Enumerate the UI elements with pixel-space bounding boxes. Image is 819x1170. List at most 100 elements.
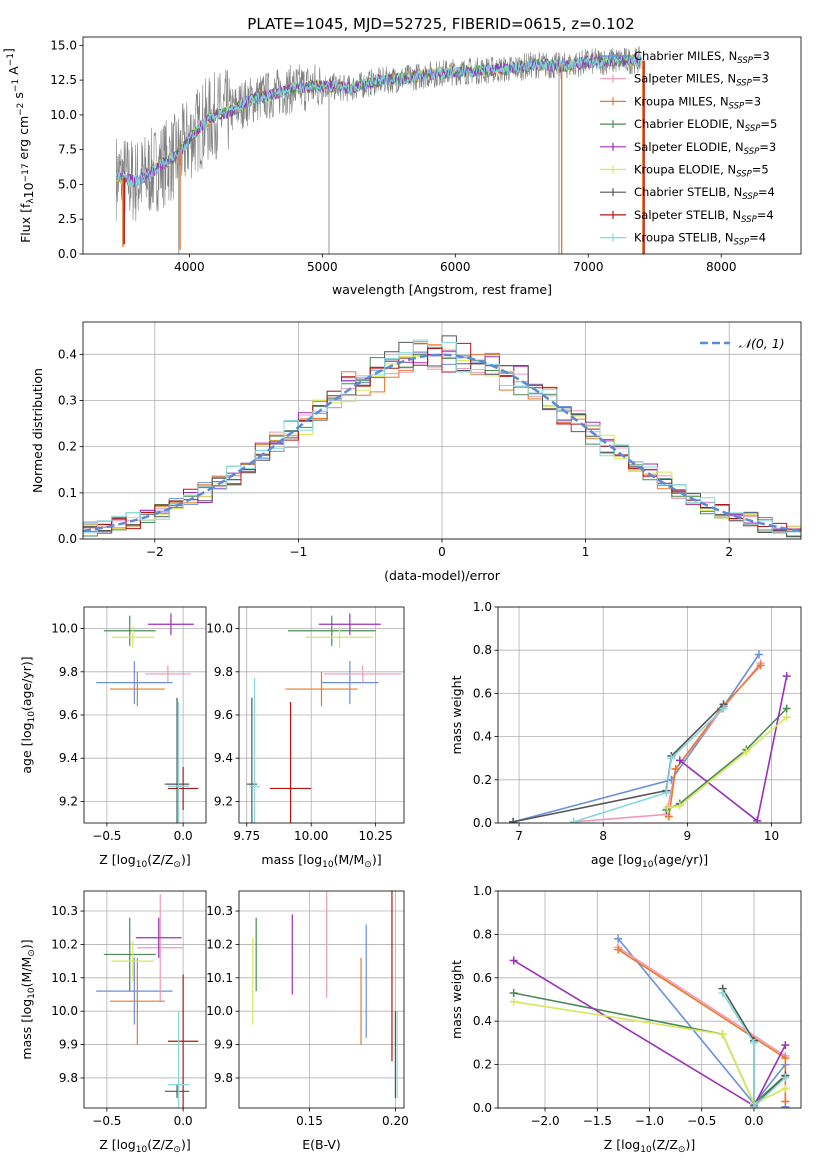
spectrum-ytick-label: 10.0 [50,108,77,122]
spectrum-ytick-label: 12.5 [50,73,77,87]
age-vs-z-xtick-label: 0.0 [174,829,193,843]
spectrum-legend: Chabrier MILES, NSSP=3 Salpeter MILES, NS… [600,49,777,248]
mass-vs-ebv-ytick-label: 10.2 [206,937,233,951]
mass-vs-z-ytick-label: 10.3 [51,904,78,918]
mass-vs-z-axes: −0.5 0.0 9.8 9.9 10.0 10.1 10.2 10.3 Z [log10(Z/… [19,890,207,1155]
residuals-plot-area [83,335,801,538]
weight-vs-age-ytick-label: 1.0 [473,600,492,614]
age-vs-mass-ytick-label: 9.2 [214,794,233,808]
age-vs-z-ylabel: age [log10(age/yr)] [19,656,37,773]
weight-vs-age-ytick-label: 0.8 [473,643,492,657]
mass-vs-z-ytick-label: 10.2 [51,937,78,951]
spectrum-xtick-label: 8000 [706,260,737,274]
residuals-ytick-label: 0.4 [58,347,77,361]
mass-weight-line [512,703,725,823]
mass-weight-marker [782,704,791,713]
residuals-xtick-label: −2 [146,545,164,559]
residuals-ytick-label: 0.3 [58,393,77,407]
mass-weight-marker [781,1041,790,1050]
weight-vs-age-plot-area [509,650,791,823]
mass-weight-line [512,654,760,823]
age-vs-mass-ytick-label: 9.6 [214,708,233,722]
mass-vs-z-frame [83,890,207,1109]
age-vs-mass-plot-area [246,613,402,823]
weight-vs-z-xtick-label: −1.0 [635,1114,664,1128]
spectrum-ytick-label: 7.5 [58,143,77,157]
mass-weight-marker [742,747,751,756]
legend-label: Chabrier ELODIE, NSSP=5 [634,117,777,134]
age-vs-mass-xtick-label: 10.00 [294,829,328,843]
age-vs-mass-ytick-label: 10.0 [206,622,233,636]
age-vs-z-ytick-label: 9.4 [59,751,78,765]
weight-vs-z-xlabel: Z [log10(Z/Z⊙)] [604,1137,695,1155]
spectrum-xtick-label: 5000 [307,260,338,274]
spectrum-xlabel: wavelength [Angstrom, rest frame] [332,282,552,297]
weight-vs-z-ytick-label: 0.4 [473,1014,492,1028]
weight-vs-z-ytick-label: 1.0 [473,884,492,898]
residuals-xtick-label: 1 [582,545,590,559]
spectrum-ytick-label: 5.0 [58,177,77,191]
mass-vs-z-grid [84,891,206,1108]
mass-vs-ebv-ytick-label: 9.9 [214,1038,233,1052]
mass-vs-z-ytick-label: 10.1 [51,971,78,985]
legend-label: 𝒩(0, 1) [739,336,785,351]
mass-vs-z-xlabel: Z [log10(Z/Z⊙)] [99,1137,190,1155]
weight-vs-z-axes: −2.0 −1.5 −1.0 −0.5 0.0 0.0 0.2 0.4 0.6 0.8 1.0 Z [… [449,884,802,1155]
mass-weight-marker [662,788,671,797]
mass-weight-marker [749,1102,758,1108]
spectrum-plot-area [115,46,645,254]
mass-weight-line [668,664,762,817]
age-vs-z-xtick-label: −0.5 [92,829,121,843]
weight-vs-z-xtick-label: −1.5 [583,1114,612,1128]
mass-weight-marker [509,817,518,823]
spectrum-data-line [115,46,642,222]
weight-vs-age-ylabel: mass weight [449,675,464,754]
weight-vs-age-xtick-label: 8 [599,829,607,843]
spectrum-ylabel: Flux [fλ10−17 erg cm−2 s−1 A−1] [1,48,36,243]
age-vs-z-ytick-label: 10.0 [51,622,78,636]
mass-weight-line [665,707,788,811]
age-vs-z-grid [84,607,206,823]
mass-weight-marker [781,1073,790,1082]
mass-weight-line [667,716,788,809]
gaussian-reference-curve [83,353,801,533]
residuals-ytick-label: 0.1 [58,486,77,500]
mass-weight-marker [749,1038,758,1047]
weight-vs-z-frame [497,890,802,1109]
mass-weight-marker [614,945,623,954]
mass-weight-marker [781,1054,790,1063]
weight-vs-z-ylabel: mass weight [449,960,464,1039]
mass-vs-z-xtick-label: −0.5 [92,1114,121,1128]
age-vs-z-ytick-label: 9.6 [59,708,78,722]
residuals-frame [82,321,802,540]
mass-weight-marker [675,801,684,810]
weight-vs-age-ytick-label: 0.0 [473,816,492,830]
weight-vs-z-xtick-label: −2.0 [530,1114,559,1128]
residuals-ylabel: Normed distribution [30,368,45,493]
figure-title: PLATE=1045, MJD=52725, FIBERID=0615, z=0… [247,15,634,33]
mass-vs-ebv-grid [239,891,404,1108]
weight-vs-age-axes: 7 8 9 10 0.0 0.2 0.4 0.6 0.8 1.0 age [log10(age/yr… [449,600,802,870]
weight-vs-z-ytick-label: 0.6 [473,971,492,985]
weight-vs-age-ytick-label: 0.6 [473,686,492,700]
weight-vs-age-xlabel: age [log10(age/yr)] [591,852,708,870]
mass-vs-ebv-ytick-label: 10.1 [206,971,233,985]
legend-label: Kroupa STELIB, NSSP=4 [634,231,766,248]
mass-vs-ebv-ytick-label: 9.8 [214,1071,233,1085]
mass-vs-ebv-frame [238,890,405,1109]
mass-weight-line [513,1000,786,1105]
mass-weight-marker [718,1030,727,1039]
weight-vs-age-frame [497,606,802,824]
spectrum-xtick-label: 7000 [573,260,604,274]
mass-weight-marker [782,713,791,722]
residuals-xtick-label: −1 [290,545,308,559]
weight-vs-z-xtick-label: 0.0 [744,1114,763,1128]
mass-weight-marker [663,803,672,812]
mass-vs-ebv-axes: 0.15 0.20 9.8 9.9 10.0 10.1 10.2 10.3 E(B-V) [206,890,409,1152]
weight-vs-age-xtick-label: 7 [515,829,523,843]
legend-label: Salpeter MILES, NSSP=3 [634,72,769,89]
mass-vs-z-ytick-label: 9.8 [59,1071,78,1085]
mass-weight-marker [667,754,676,763]
mass-vs-ebv-xtick-label: 0.15 [296,1114,323,1128]
mass-weight-marker [754,650,763,659]
